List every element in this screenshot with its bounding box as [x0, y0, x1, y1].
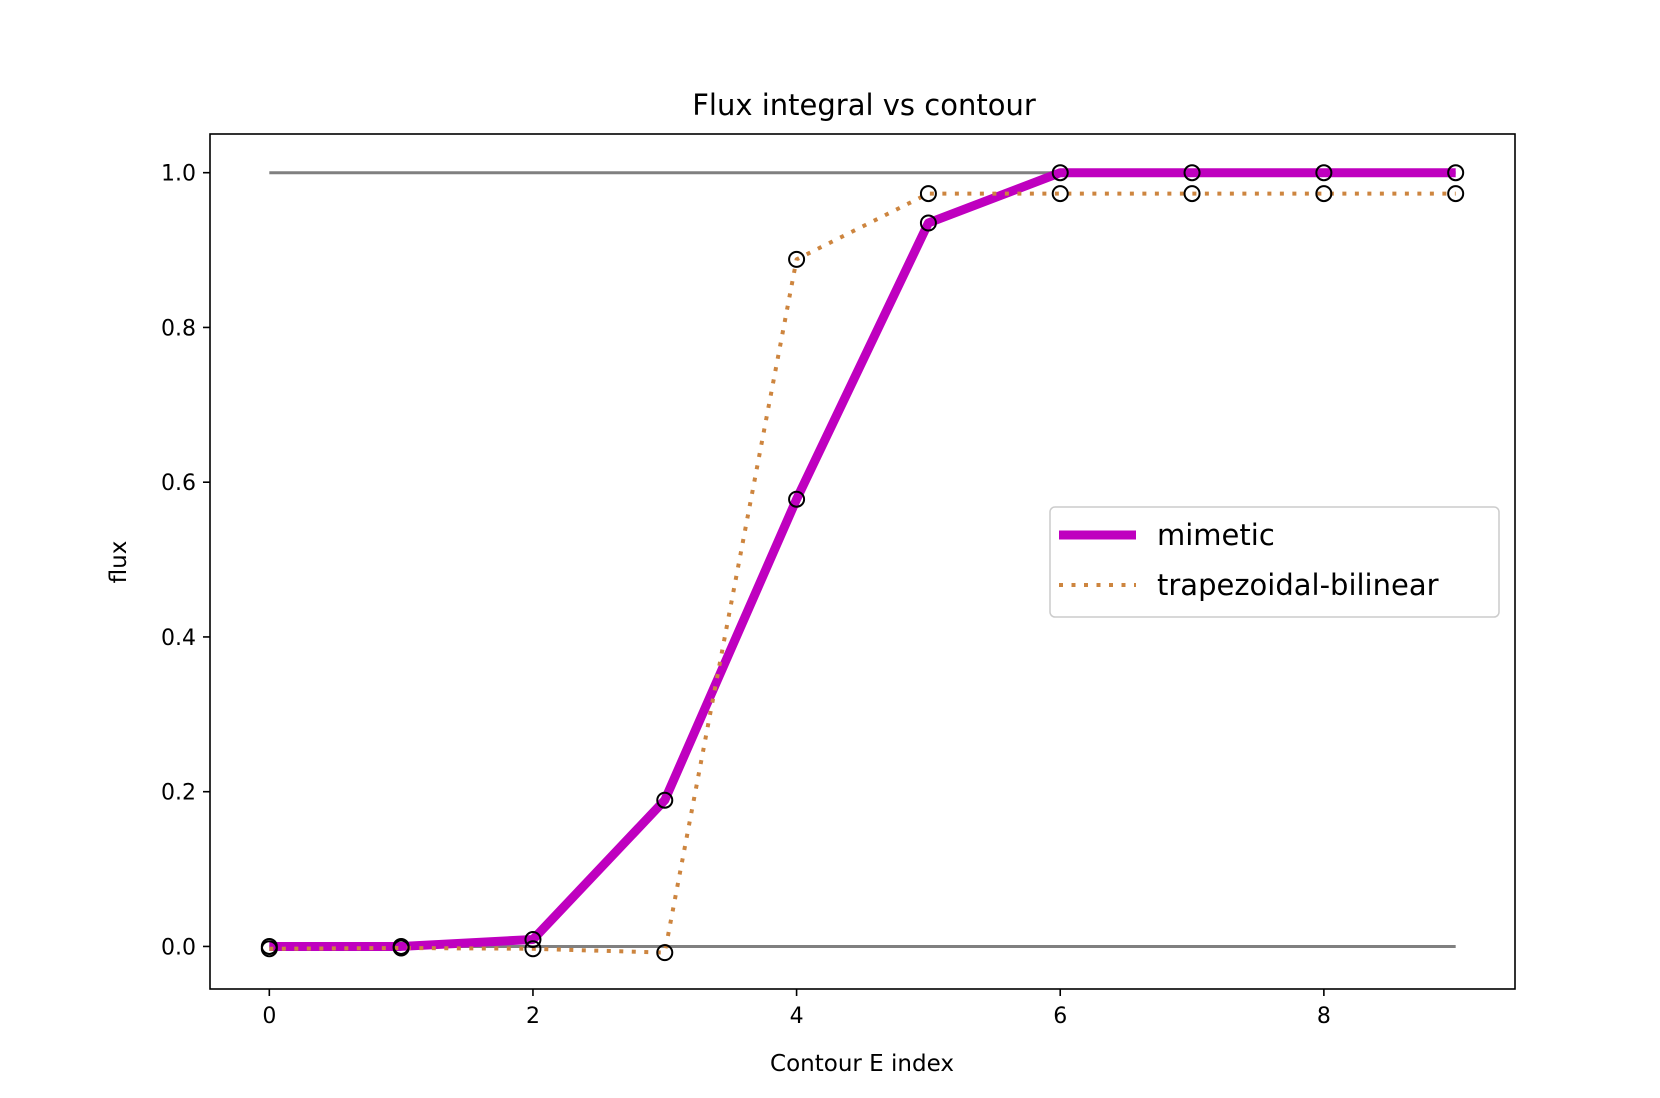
axes-frame: [209, 133, 1516, 990]
y-axis-title: flux: [106, 541, 132, 584]
axis-ticks: 0 2 4 6 8 0.0 0.2 0.4 0.6 0.8 1.0: [161, 162, 1331, 1029]
point-trapezoidal-bilinear-8: [1315, 185, 1333, 203]
chart-title: Flux integral vs contour: [692, 88, 1036, 122]
legend-label-mimetic: mimetic: [1157, 518, 1275, 552]
legend-box: [1049, 506, 1500, 618]
y-tick-label: 1.0: [161, 162, 196, 187]
series-line-mimetic: [269, 168, 1456, 951]
y-tick-label: 0.4: [161, 626, 196, 651]
point-mimetic-7: [1183, 164, 1201, 182]
point-trapezoidal-bilinear-4: [788, 250, 806, 268]
series-line-trapezoidal-bilinear: [269, 191, 1456, 955]
y-tick-label: 0.6: [161, 471, 196, 496]
point-trapezoidal-bilinear-9: [1447, 185, 1465, 203]
y-tick-label: 0.0: [161, 935, 196, 960]
x-tick-label: 4: [790, 1004, 804, 1029]
point-mimetic-6: [1051, 164, 1069, 182]
point-mimetic-4: [788, 490, 806, 508]
legend-label-trapezoidal-bilinear: trapezoidal-bilinear: [1157, 568, 1439, 602]
x-tick-label: 8: [1317, 1004, 1331, 1029]
point-trapezoidal-bilinear-1: [392, 939, 410, 957]
point-mimetic-3: [656, 791, 674, 809]
plot-area: [260, 164, 1465, 962]
point-trapezoidal-bilinear-3: [656, 944, 674, 962]
x-tick-label: 0: [262, 1004, 276, 1029]
x-tick-label: 6: [1053, 1004, 1067, 1029]
legend: mimetic trapezoidal-bilinear: [1049, 506, 1500, 618]
point-trapezoidal-bilinear-7: [1183, 185, 1201, 203]
point-mimetic-9: [1447, 164, 1465, 182]
y-tick-label: 0.2: [161, 781, 196, 806]
point-trapezoidal-bilinear-5: [919, 185, 937, 203]
x-tick-label: 2: [526, 1004, 540, 1029]
point-trapezoidal-bilinear-2: [524, 940, 542, 958]
y-tick-label: 0.8: [161, 316, 196, 341]
point-trapezoidal-bilinear-0: [260, 940, 278, 958]
point-trapezoidal-bilinear-6: [1051, 185, 1069, 203]
point-mimetic-2: [524, 930, 542, 948]
point-mimetic-8: [1315, 164, 1333, 182]
x-axis-title: Contour E index: [770, 1051, 954, 1077]
point-mimetic-5: [919, 214, 937, 232]
